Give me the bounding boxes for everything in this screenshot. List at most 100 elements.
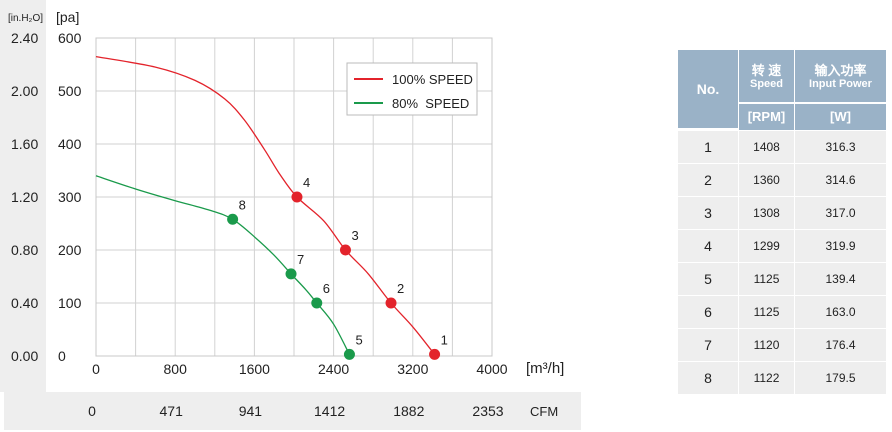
x-tick-label: 3200: [397, 361, 428, 377]
y-tick-label: 200: [58, 242, 82, 258]
table-row: 3 1308 317.0: [678, 196, 886, 229]
y2-tick-label: 1.60: [11, 136, 38, 152]
cell-power: 317.0: [795, 196, 886, 229]
cell-no: 2: [678, 163, 739, 196]
data-point-1: [429, 348, 441, 360]
y-axis-band: [0, 0, 46, 392]
cell-power: 319.9: [795, 229, 886, 262]
data-point-7: [285, 268, 297, 280]
x-unit-label: [m³/h]: [526, 360, 564, 377]
x-tick-label: 0: [92, 361, 100, 377]
col-no-header: No.: [678, 50, 739, 130]
data-point-5: [343, 348, 355, 360]
data-point-3: [339, 244, 351, 256]
point-label-3: 3: [351, 228, 358, 243]
x-tick-label: 1600: [239, 361, 270, 377]
cell-no: 1: [678, 130, 739, 163]
data-point-2: [385, 297, 397, 309]
cell-rpm: 1308: [739, 196, 795, 229]
cell-rpm: 1125: [739, 295, 795, 328]
table-row: 1 1408 316.3: [678, 130, 886, 163]
cell-rpm: 1125: [739, 262, 795, 295]
x-tick-label: 800: [164, 361, 188, 377]
cell-power: 163.0: [795, 295, 886, 328]
x2-tick-label: 1412: [314, 403, 345, 419]
y-tick-label: 100: [58, 295, 82, 311]
cell-rpm: 1360: [739, 163, 795, 196]
cell-power: 314.6: [795, 163, 886, 196]
point-label-7: 7: [297, 252, 304, 267]
power-unit: [W]: [795, 104, 886, 130]
y-tick-label: 0: [58, 348, 66, 364]
cell-rpm: 1122: [739, 361, 795, 394]
point-label-5: 5: [355, 332, 362, 347]
speed-power-table: No. 转 速 Speed 输入功率 Input Power [RPM] [W]…: [678, 50, 886, 394]
point-label-1: 1: [441, 332, 448, 347]
cell-no: 4: [678, 229, 739, 262]
power-header-cn: 输入功率: [814, 62, 867, 78]
point-label-6: 6: [323, 281, 330, 296]
power-header-en: Input Power: [809, 77, 872, 90]
x2-tick-label: 1882: [393, 403, 424, 419]
legend-label-100: 100% SPEED: [392, 72, 473, 87]
x2-tick-label: 941: [239, 403, 263, 419]
cell-power: 139.4: [795, 262, 886, 295]
table-row: 7 1120 176.4: [678, 328, 886, 361]
cell-rpm: 1408: [739, 130, 795, 163]
cell-power: 179.5: [795, 361, 886, 394]
cell-rpm: 1299: [739, 229, 795, 262]
y2-tick-label: 0.40: [11, 295, 38, 311]
x2-unit-label: CFM: [530, 404, 558, 419]
speed-unit: [RPM]: [739, 104, 795, 130]
col-speed-header: 转 速 Speed: [739, 50, 795, 104]
data-point-4: [291, 191, 303, 203]
cell-no: 3: [678, 196, 739, 229]
y-tick-label: 600: [58, 30, 82, 46]
table-row: 6 1125 163.0: [678, 295, 886, 328]
cell-no: 8: [678, 361, 739, 394]
y-tick-label: 300: [58, 189, 82, 205]
data-point-8: [227, 213, 239, 225]
plot-frame: [95, 37, 493, 357]
y2-tick-label: 0.00: [11, 348, 38, 364]
x-tick-label: 2400: [318, 361, 349, 377]
table-row: 2 1360 314.6: [678, 163, 886, 196]
data-point-6: [311, 297, 323, 309]
cell-rpm: 1120: [739, 328, 795, 361]
table-body: 1 1408 316.3 2 1360 314.6 3 1308 317.0 4 1299 319.9…: [678, 130, 886, 394]
cell-power: 176.4: [795, 328, 886, 361]
cell-power: 316.3: [795, 130, 886, 163]
table-unit-row: [RPM] [W]: [678, 104, 886, 130]
speed-header-en: Speed: [749, 77, 783, 90]
y2-tick-label: 2.40: [11, 30, 38, 46]
speed-header-cn: 转 速: [751, 62, 782, 78]
point-label-4: 4: [303, 175, 310, 190]
x-tick-label: 4000: [476, 361, 507, 377]
legend: 100% SPEED 80% SPEED: [346, 62, 478, 116]
y2-tick-label: 1.20: [11, 189, 38, 205]
y-unit-label: [pa]: [56, 9, 79, 25]
legend-box: [346, 62, 478, 116]
point-label-2: 2: [397, 281, 404, 296]
legend-label-80: 80% SPEED: [392, 96, 469, 111]
x2-tick-label: 0: [88, 403, 96, 419]
y2-unit-label: [in.H₂O]: [8, 13, 43, 24]
table-header-row: No. 转 速 Speed 输入功率 Input Power: [678, 50, 886, 130]
table-row: 4 1299 319.9: [678, 229, 886, 262]
point-label-8: 8: [239, 197, 246, 212]
x2-tick-label: 471: [160, 403, 184, 419]
x2-tick-label: 2353: [472, 403, 503, 419]
col-power-header: 输入功率 Input Power: [795, 50, 886, 104]
y2-tick-label: 2.00: [11, 83, 38, 99]
x-axis-band: [4, 392, 581, 430]
y2-tick-label: 0.80: [11, 242, 38, 258]
cell-no: 7: [678, 328, 739, 361]
series-line-80: [95, 175, 350, 355]
cell-no: 6: [678, 295, 739, 328]
table-row: 5 1125 139.4: [678, 262, 886, 295]
y-tick-label: 400: [58, 136, 82, 152]
cell-no: 5: [678, 262, 739, 295]
table-row: 8 1122 179.5: [678, 361, 886, 394]
y-tick-label: 500: [58, 83, 82, 99]
